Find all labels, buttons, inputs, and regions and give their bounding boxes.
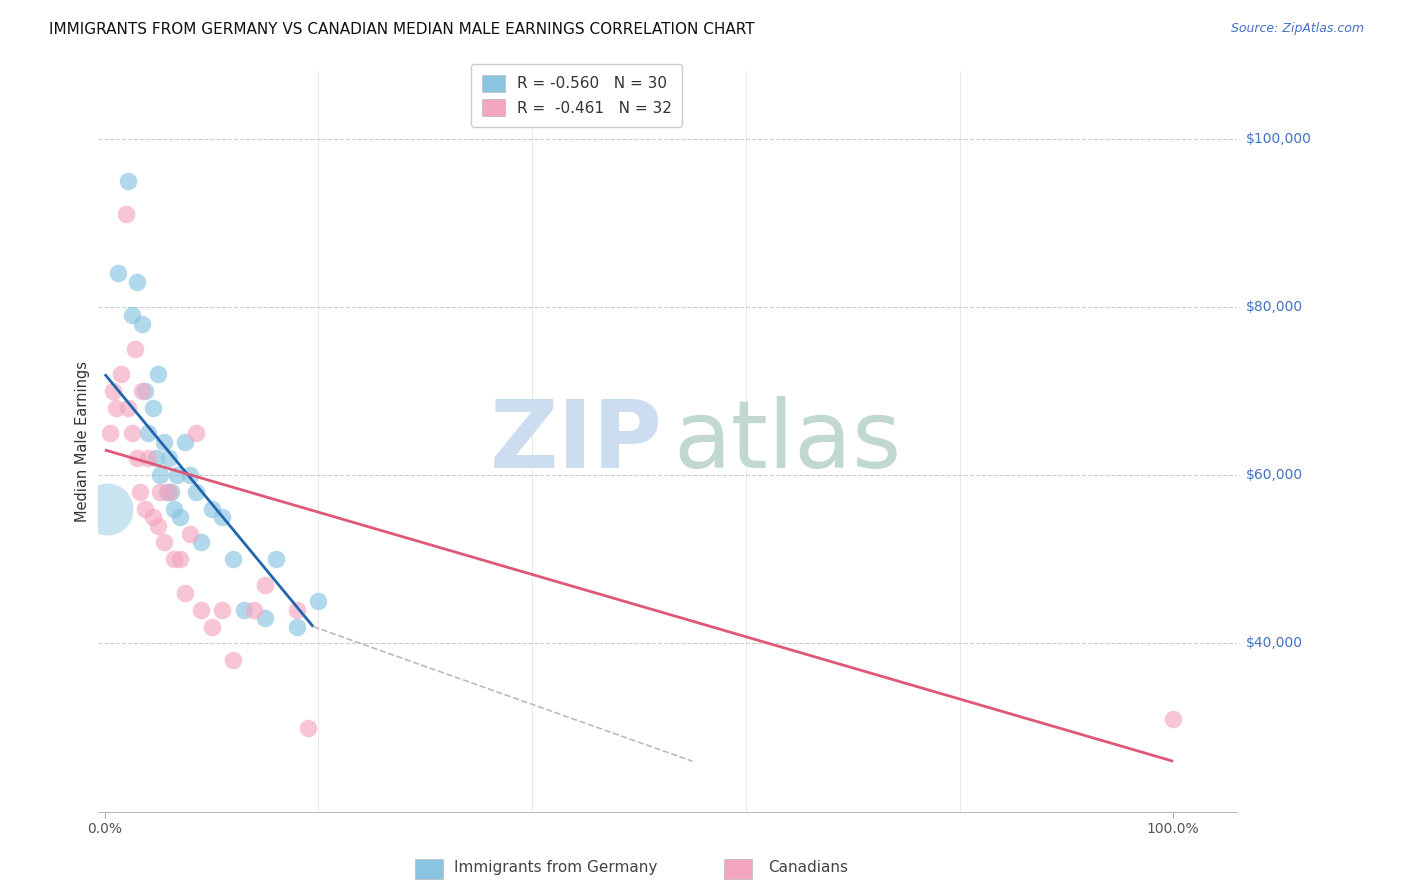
Point [163,501,186,516]
Point [98,426,121,441]
Point [121,309,143,323]
Point [184,426,207,441]
Point [190,603,212,617]
Point [103,384,125,398]
Point [148,368,170,382]
Text: $100,000: $100,000 [1246,132,1312,145]
Point [201,620,224,634]
Text: $80,000: $80,000 [1246,300,1303,314]
Point [264,552,287,566]
Point [136,451,159,466]
Point [190,535,212,549]
Point [243,603,266,617]
Point [124,342,146,356]
Point [160,485,183,500]
Point [110,368,132,382]
Point [169,552,191,566]
Point [107,266,129,280]
Text: atlas: atlas [673,395,901,488]
Point [169,510,191,524]
Point [285,620,308,634]
Point [1161,712,1184,726]
Point [115,207,138,221]
Point [254,611,277,625]
Point [136,426,159,441]
Point [125,275,148,289]
Point [149,468,172,483]
Point [201,501,224,516]
Point [163,552,186,566]
Point [117,174,139,188]
Point [285,603,308,617]
Text: $40,000: $40,000 [1246,637,1302,650]
Legend: R = -0.560   N = 30, R =  -0.461   N = 32: R = -0.560 N = 30, R = -0.461 N = 32 [471,64,682,127]
Point [184,485,207,500]
Point [222,552,245,566]
Text: IMMIGRANTS FROM GERMANY VS CANADIAN MEDIAN MALE EARNINGS CORRELATION CHART: IMMIGRANTS FROM GERMANY VS CANADIAN MEDI… [49,22,755,37]
Point [232,603,254,617]
Point [96,501,118,516]
Point [308,594,330,608]
Text: ZIP: ZIP [489,395,662,488]
Text: Immigrants from Germany: Immigrants from Germany [454,860,657,874]
Point [142,401,165,415]
Point [179,468,201,483]
Point [179,527,201,541]
Point [149,485,172,500]
Point [131,317,153,331]
Y-axis label: Median Male Earnings: Median Male Earnings [75,361,90,522]
Point [166,468,188,483]
Point [145,451,167,466]
Point [174,586,197,600]
Point [211,510,233,524]
Point [156,485,179,500]
Point [134,501,156,516]
Point [254,577,277,591]
Point [222,653,245,667]
Point [104,401,127,415]
Point [121,426,143,441]
Point [142,510,165,524]
Point [131,384,153,398]
Point [148,518,170,533]
Point [157,451,180,466]
Point [129,485,152,500]
Point [125,451,148,466]
Text: $60,000: $60,000 [1246,468,1303,483]
Point [157,485,180,500]
Point [297,721,319,735]
Point [211,603,233,617]
Point [134,384,156,398]
Point [152,535,174,549]
Point [117,401,139,415]
Point [174,434,197,449]
Point [152,434,174,449]
Text: Source: ZipAtlas.com: Source: ZipAtlas.com [1230,22,1364,36]
Text: Canadians: Canadians [769,860,848,874]
